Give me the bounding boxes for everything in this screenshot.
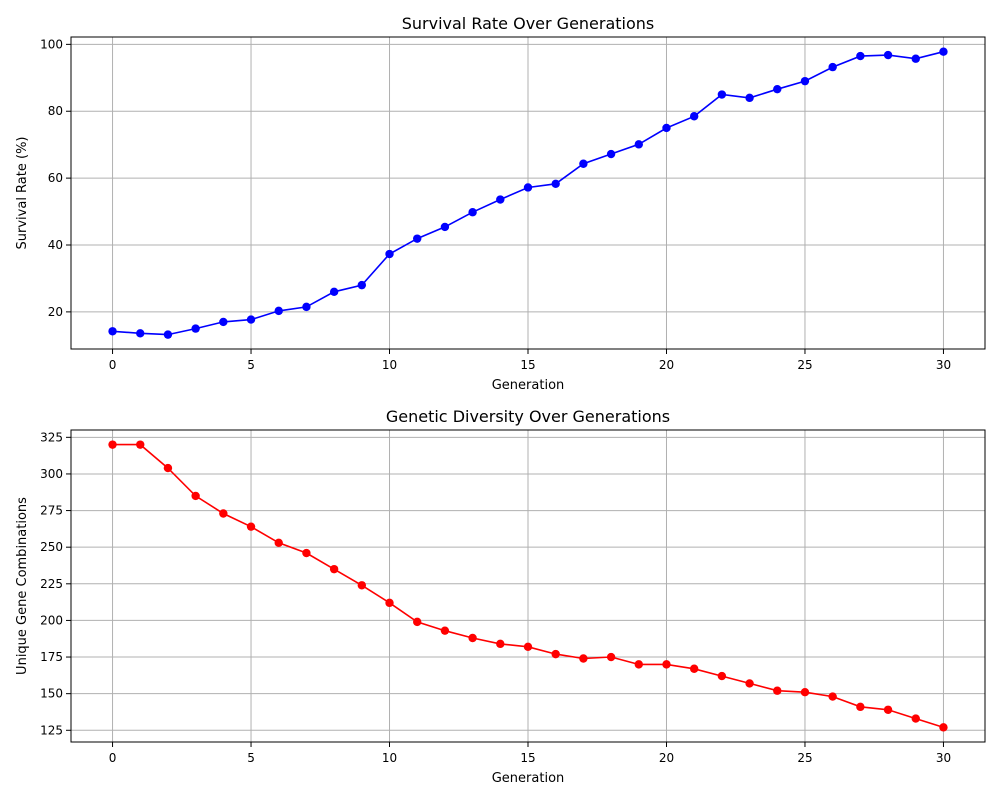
data-point: [302, 548, 311, 558]
data-point: [136, 329, 145, 338]
x-tick-label: 15: [520, 358, 535, 372]
y-tick-label: 225: [40, 577, 63, 591]
data-point: [413, 617, 422, 627]
data-point: [856, 702, 865, 712]
y-tick-label: 300: [40, 467, 63, 481]
x-tick-label: 25: [797, 751, 812, 765]
x-tick-label: 0: [109, 751, 117, 765]
data-point: [773, 84, 782, 94]
y-tick-label: 60: [48, 171, 63, 185]
x-tick-label: 30: [936, 751, 951, 765]
data-point: [939, 47, 948, 56]
data-point: [856, 51, 865, 61]
data-point: [662, 660, 671, 669]
data-point: [357, 581, 367, 590]
data-point: [745, 93, 754, 103]
data-point: [717, 90, 727, 99]
data-point: [523, 183, 533, 192]
data-point: [246, 522, 256, 531]
x-tick-label: 10: [382, 751, 397, 765]
x-tick-label: 15: [520, 751, 535, 765]
chart-title: Survival Rate Over Generations: [402, 14, 655, 33]
genetic-diversity-chart: 0 5 10 15 20 25 30 125 150 175 200 225 250 275 300 325 G…: [15, 407, 986, 786]
data-point: [579, 654, 588, 663]
data-point: [689, 664, 699, 673]
data-point: [523, 642, 533, 651]
data-point: [911, 54, 920, 63]
data-point: [440, 222, 450, 232]
data-point: [468, 208, 477, 217]
data-point: [219, 509, 228, 518]
data-point: [385, 598, 394, 608]
data-point: [496, 639, 505, 649]
y-axis-label: Survival Rate (%): [15, 137, 30, 250]
data-point: [662, 123, 671, 133]
data-point: [163, 330, 173, 339]
data-point: [606, 149, 616, 159]
data-point: [191, 324, 200, 333]
chart-title: Genetic Diversity Over Generations: [386, 407, 670, 426]
data-point: [773, 686, 782, 695]
data-point: [108, 327, 117, 336]
data-point: [302, 302, 311, 312]
x-tick-label: 10: [382, 358, 397, 372]
y-tick-label: 200: [40, 613, 63, 627]
data-point: [883, 705, 893, 714]
y-tick-label: 250: [40, 540, 63, 554]
y-tick-label: 275: [40, 504, 63, 518]
data-point: [828, 62, 837, 72]
data-point: [551, 179, 560, 189]
data-point: [883, 50, 893, 60]
y-tick-label: 150: [40, 687, 63, 701]
survival-rate-chart: 0 5 10 15 20 25 30 20 40 60 80 100 Survival Rate Ove…: [15, 14, 986, 393]
data-point: [191, 491, 200, 501]
data-point: [329, 287, 339, 297]
data-point: [606, 652, 616, 662]
x-tick-label: 5: [247, 358, 255, 372]
y-tick-label: 125: [40, 723, 63, 737]
x-tick-label: 0: [109, 358, 117, 372]
x-axis-label: Generation: [492, 378, 565, 393]
data-point: [246, 315, 256, 324]
x-tick-label: 20: [659, 358, 674, 372]
data-point: [800, 687, 810, 697]
data-point: [440, 626, 450, 635]
data-point: [800, 76, 810, 86]
data-point: [551, 649, 560, 659]
data-point: [274, 306, 283, 316]
data-point: [717, 671, 727, 681]
data-point: [163, 463, 173, 473]
data-point: [274, 538, 283, 547]
x-tick-label: 25: [797, 358, 812, 372]
data-point: [357, 280, 367, 290]
x-tick-label: 5: [247, 751, 255, 765]
data-point: [329, 564, 339, 574]
y-tick-label: 100: [40, 37, 63, 51]
data-point: [579, 159, 588, 168]
data-point: [496, 195, 505, 204]
data-point: [634, 660, 643, 669]
y-tick-label: 325: [40, 430, 63, 444]
data-point: [689, 112, 699, 121]
data-point: [136, 440, 145, 449]
y-tick-label: 40: [48, 238, 63, 252]
data-point: [911, 714, 920, 723]
data-point: [745, 679, 754, 688]
y-axis-label: Unique Gene Combinations: [15, 497, 30, 675]
data-point: [108, 440, 117, 449]
data-point: [219, 317, 228, 327]
y-tick-label: 175: [40, 650, 63, 664]
x-tick-label: 20: [659, 751, 674, 765]
data-point: [634, 140, 643, 149]
data-point: [413, 234, 422, 243]
data-point: [828, 692, 837, 701]
data-point: [385, 249, 394, 259]
data-point: [468, 633, 477, 643]
data-point: [939, 723, 948, 732]
x-tick-label: 30: [936, 358, 951, 372]
y-tick-label: 80: [48, 104, 63, 118]
x-axis-label: Generation: [492, 771, 565, 786]
y-tick-label: 20: [48, 305, 63, 319]
